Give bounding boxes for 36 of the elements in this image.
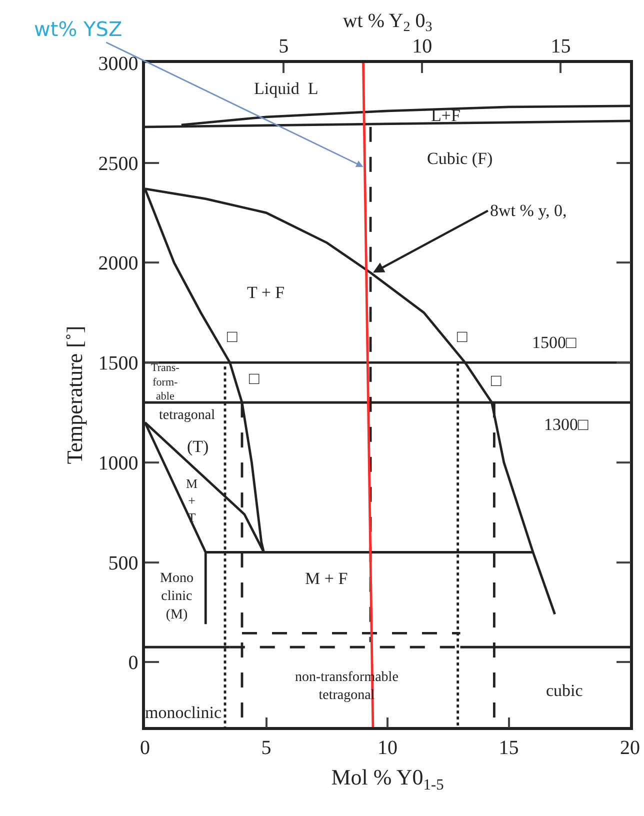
- y-tick-label: 0: [128, 652, 138, 674]
- annotation: (T): [187, 437, 209, 456]
- x-axis-title: Mol % Y0$_{1-5}$: [331, 764, 444, 794]
- y-axis-title: Temperature [˚]: [62, 326, 88, 464]
- annotation: □: [227, 327, 238, 346]
- annotation: T + F: [247, 283, 285, 302]
- annotation: M + F: [305, 569, 348, 588]
- y-tick-label: 3000: [98, 53, 138, 75]
- annotation: Cubic (F): [427, 149, 493, 168]
- annotation: Mono clinic (M): [160, 571, 194, 622]
- annotation: 1500□: [532, 333, 577, 352]
- annotation: Liquid L: [254, 79, 318, 98]
- y-tick-label: 2000: [98, 252, 138, 275]
- y-tick-label: 1000: [98, 452, 138, 474]
- annotation: 8wt % y, 0,: [490, 201, 567, 220]
- x2-axis-title: wt % Y$_{2}$ 0$_{3}$: [342, 10, 432, 36]
- annotation: □: [457, 327, 468, 346]
- annotation: □: [491, 371, 502, 390]
- annotation: tetragonal: [159, 408, 216, 423]
- x-tick-label: 5: [261, 736, 272, 759]
- x-tick-label: 15: [498, 736, 519, 759]
- y-tick-label: 2500: [98, 152, 138, 175]
- x2-tick-label: 15: [550, 35, 571, 58]
- y-tick-label: 1500: [98, 352, 138, 375]
- y-tick-label: 500: [108, 552, 138, 574]
- x-tick-label: 20: [620, 736, 640, 759]
- annotation: cubic: [546, 681, 584, 700]
- annotation: L+F: [431, 106, 460, 125]
- annotation: □: [249, 369, 260, 388]
- annotation: 1300□: [544, 415, 589, 434]
- x-tick-label: 10: [378, 736, 398, 759]
- annotation: Trans- form- able: [151, 362, 180, 403]
- x2-tick-label: 5: [278, 35, 289, 58]
- x2-tick-label: 10: [412, 35, 432, 58]
- annotation: monoclinic: [145, 703, 222, 722]
- annotation: wt% YSZ: [34, 17, 122, 41]
